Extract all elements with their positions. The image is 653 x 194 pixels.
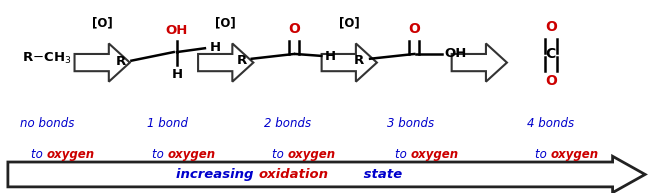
- Text: [O]: [O]: [92, 16, 112, 29]
- Text: O: O: [408, 22, 421, 36]
- Text: H: H: [210, 41, 221, 54]
- Polygon shape: [8, 156, 645, 193]
- Text: to: to: [151, 148, 167, 161]
- Polygon shape: [452, 43, 507, 82]
- Polygon shape: [198, 43, 253, 82]
- Text: R: R: [354, 54, 364, 67]
- Text: to: to: [31, 148, 47, 161]
- Text: [O]: [O]: [215, 16, 236, 29]
- Text: 1 bond: 1 bond: [147, 117, 187, 130]
- Text: O: O: [545, 74, 557, 88]
- Text: H: H: [171, 68, 182, 81]
- Text: R: R: [236, 54, 247, 67]
- Text: to: to: [272, 148, 287, 161]
- Text: oxygen: oxygen: [411, 148, 459, 161]
- Text: increasing: increasing: [176, 168, 258, 181]
- Text: oxidation: oxidation: [258, 168, 328, 181]
- Polygon shape: [74, 43, 130, 82]
- Text: R: R: [116, 55, 126, 68]
- Text: 3 bonds: 3 bonds: [387, 117, 435, 130]
- Text: to: to: [535, 148, 551, 161]
- Text: 2 bonds: 2 bonds: [264, 117, 311, 130]
- Text: to: to: [396, 148, 411, 161]
- Text: state: state: [359, 168, 402, 181]
- Text: H: H: [325, 50, 336, 63]
- Text: O: O: [288, 22, 300, 36]
- Text: 4 bonds: 4 bonds: [527, 117, 575, 130]
- Text: OH: OH: [445, 48, 467, 61]
- Text: oxygen: oxygen: [551, 148, 599, 161]
- Text: R$-$CH$_3$: R$-$CH$_3$: [22, 51, 72, 66]
- Text: oxygen: oxygen: [287, 148, 336, 161]
- Text: no bonds: no bonds: [20, 117, 74, 130]
- Text: oxygen: oxygen: [167, 148, 215, 161]
- Text: C: C: [546, 47, 556, 61]
- Text: [O]: [O]: [339, 16, 360, 29]
- Polygon shape: [322, 43, 377, 82]
- Text: O: O: [545, 20, 557, 34]
- Text: OH: OH: [166, 24, 188, 37]
- Text: oxygen: oxygen: [47, 148, 95, 161]
